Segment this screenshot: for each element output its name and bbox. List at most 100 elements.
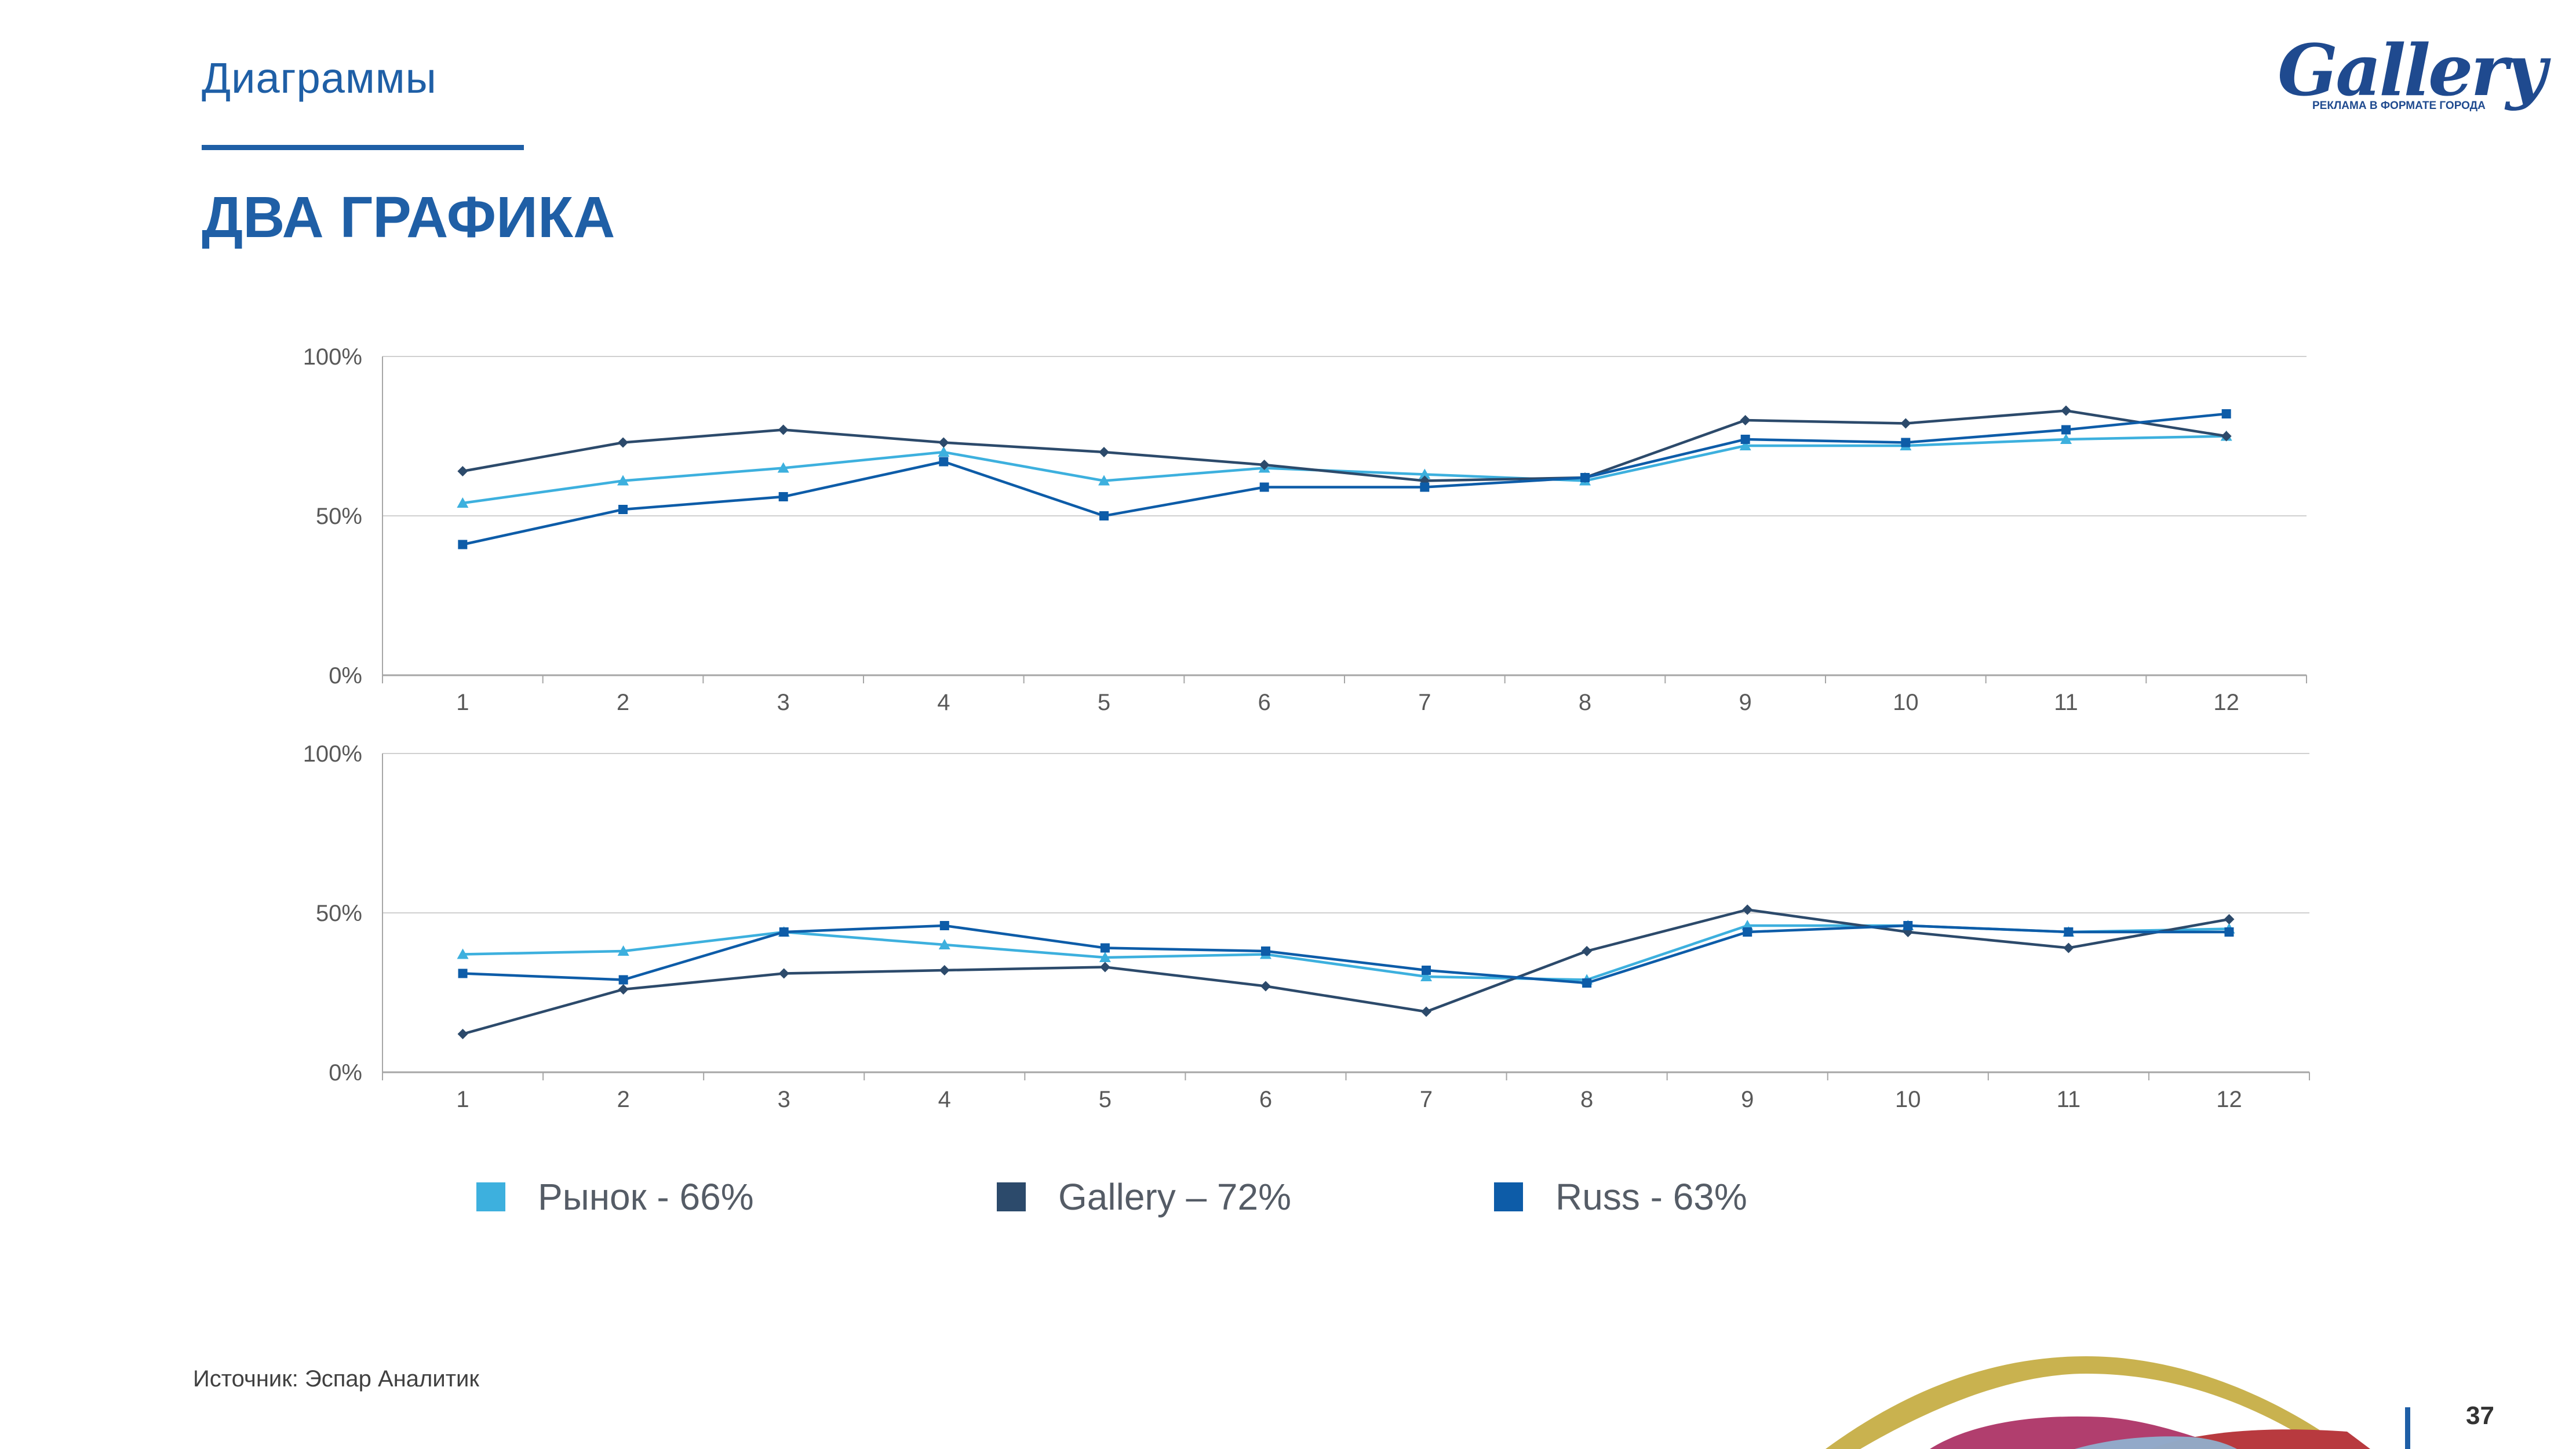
chart2-series-gallery-point xyxy=(1099,962,1110,973)
chart1-series-russ-point xyxy=(1740,435,1750,444)
chart1-xtick-label: 4 xyxy=(937,690,950,715)
chart1-series-russ-point xyxy=(1420,482,1430,492)
chart2-series-market-point xyxy=(457,948,469,959)
chart1-series-gallery-point xyxy=(2221,431,2232,442)
chart2-series-gallery-point xyxy=(1742,904,1753,915)
chart2-series-russ-line xyxy=(462,924,2229,985)
chart2-series-russ-point xyxy=(458,969,468,978)
chart1-series-russ-point xyxy=(618,505,628,514)
chart1-series-russ-point xyxy=(1580,473,1590,482)
chart1-series-russ-point xyxy=(939,457,949,467)
legend-label-market: Рынок - 66% xyxy=(538,1176,754,1218)
chart2-series-russ-point xyxy=(779,927,789,937)
chart2-series-russ-point xyxy=(618,975,628,985)
chart1-series-russ-point xyxy=(1259,482,1269,492)
chart1-series-market-point xyxy=(2060,434,2072,444)
chart1-series-gallery-point xyxy=(1099,447,1109,457)
chart1-series-gallery-point xyxy=(618,437,628,448)
chart1-ytick-label: 50% xyxy=(316,504,362,529)
chart1-series-russ-point xyxy=(2061,425,2071,435)
chart1-xtick-label: 7 xyxy=(1418,690,1431,715)
legend-item-gallery: Gallery – 72% xyxy=(997,1176,1291,1218)
chart1-xtick-label: 12 xyxy=(2213,690,2239,715)
chart2-series-market-point xyxy=(938,939,950,949)
chart1-series-russ-line xyxy=(462,412,2227,546)
gallery-logo: Gallery РЕКЛАМА В ФОРМАТЕ ГОРОДА xyxy=(2278,35,2547,128)
chart1-series-market-point xyxy=(1419,468,1431,479)
chart1-xtick-label: 11 xyxy=(2054,690,2078,715)
chart2-series-gallery-point xyxy=(457,1029,468,1039)
chart1-series-market-point xyxy=(1098,475,1110,486)
chart2-series-russ-point xyxy=(1743,927,1752,937)
chart2-ytick-label: 50% xyxy=(316,901,362,926)
chart1-series-gallery-point xyxy=(1900,418,1911,429)
chart1-series-market-point xyxy=(457,497,469,508)
chart1-xtick-label: 6 xyxy=(1258,690,1271,715)
chart2-xtick-label: 4 xyxy=(938,1087,951,1112)
chart1-series-russ-point xyxy=(778,492,788,501)
chart1-series-gallery-point xyxy=(2061,405,2071,416)
chart1-xtick-label: 5 xyxy=(1098,690,1110,715)
chart2-xtick-label: 8 xyxy=(1580,1087,1593,1112)
chart1-xtick-label: 2 xyxy=(617,690,629,715)
chart1-xtick-label: 10 xyxy=(1893,690,1919,715)
chart1-series-gallery-point xyxy=(1740,415,1751,425)
page-number: 37 xyxy=(2466,1401,2494,1430)
chart1-xtick-label: 3 xyxy=(777,690,790,715)
page-marker xyxy=(2405,1407,2410,1449)
chart1-series-gallery-point xyxy=(457,466,468,476)
legend-swatch-russ xyxy=(1494,1182,1523,1211)
chart2-xtick-label: 7 xyxy=(1420,1087,1433,1112)
legend-label-russ: Russ - 63% xyxy=(1555,1176,1747,1218)
chart1-xtick-label: 9 xyxy=(1739,690,1752,715)
chart2-xtick-label: 6 xyxy=(1259,1087,1272,1112)
chart2-series-gallery-point xyxy=(1421,1006,1432,1017)
chart2-series-russ-point xyxy=(2224,927,2234,937)
chart1-xtick-label: 8 xyxy=(1579,690,1591,715)
chart2-xtick-label: 11 xyxy=(2057,1087,2081,1112)
chart2-xtick-label: 5 xyxy=(1099,1087,1112,1112)
chart2-series-russ-point xyxy=(1422,966,1431,975)
chart1-series-market-point xyxy=(1739,440,1751,450)
chart2-series-russ-point xyxy=(1100,943,1110,953)
chart2-ytick-label: 0% xyxy=(329,1060,362,1086)
chart2-series-market-line xyxy=(462,924,2229,981)
legend-label-gallery: Gallery – 72% xyxy=(1058,1176,1291,1218)
chart2-xtick-label: 2 xyxy=(617,1087,630,1112)
chart2-series-market-point xyxy=(1420,971,1433,981)
chart2-series-russ-point xyxy=(1582,978,1592,988)
chart2-series-gallery-point xyxy=(1260,981,1271,992)
chart1-series-market-point xyxy=(617,475,629,486)
ribbon-blue xyxy=(2075,1436,2237,1449)
chart1-series-gallery-point xyxy=(778,424,789,435)
logo-tagline: РЕКЛАМА В ФОРМАТЕ ГОРОДА xyxy=(2312,100,2486,112)
charts-canvas: 0%50%100%1 2 3 4 5 6 7 8 9 10 11 120%50%100%1 2 3 4 5 6 7… xyxy=(303,344,2310,1112)
chart2-series-gallery-point xyxy=(618,984,629,995)
chart2-series-gallery-point xyxy=(939,965,950,975)
chart2-series-gallery-point xyxy=(778,968,789,979)
chart1-series-gallery-point xyxy=(938,437,949,448)
chart2-series-russ-point xyxy=(939,921,949,930)
chart1-ytick-label: 0% xyxy=(329,663,362,689)
legend-item-russ: Russ - 63% xyxy=(1494,1176,1747,1218)
chart2-xtick-label: 12 xyxy=(2216,1087,2242,1112)
chart2-xtick-label: 3 xyxy=(778,1087,790,1112)
chart1-series-gallery-point xyxy=(1259,460,1270,470)
chart1-series-market-line xyxy=(462,435,2227,505)
legend-swatch-market xyxy=(476,1182,505,1211)
section-label: Диаграммы xyxy=(202,54,437,102)
chart1-series-russ-point xyxy=(458,540,468,549)
chart1-series-market-point xyxy=(777,462,789,473)
legend-item-market: Рынок - 66% xyxy=(476,1176,754,1218)
chart2-xtick-label: 1 xyxy=(456,1087,469,1112)
chart1-series-russ-point xyxy=(1901,438,1911,447)
chart2-series-gallery-point xyxy=(2224,914,2235,924)
source-note: Источник: Эспар Аналитик xyxy=(193,1366,479,1392)
chart2-series-gallery-point xyxy=(2063,942,2074,953)
chart1-xtick-label: 1 xyxy=(456,690,469,715)
logo-wordmark: Gallery xyxy=(2278,28,2547,112)
chart2-ytick-label: 100% xyxy=(303,741,362,767)
chart2-series-russ-point xyxy=(1260,946,1270,956)
slide-title: ДВА ГРАФИКА xyxy=(202,185,615,250)
chart2-series-gallery-line xyxy=(462,908,2229,1036)
